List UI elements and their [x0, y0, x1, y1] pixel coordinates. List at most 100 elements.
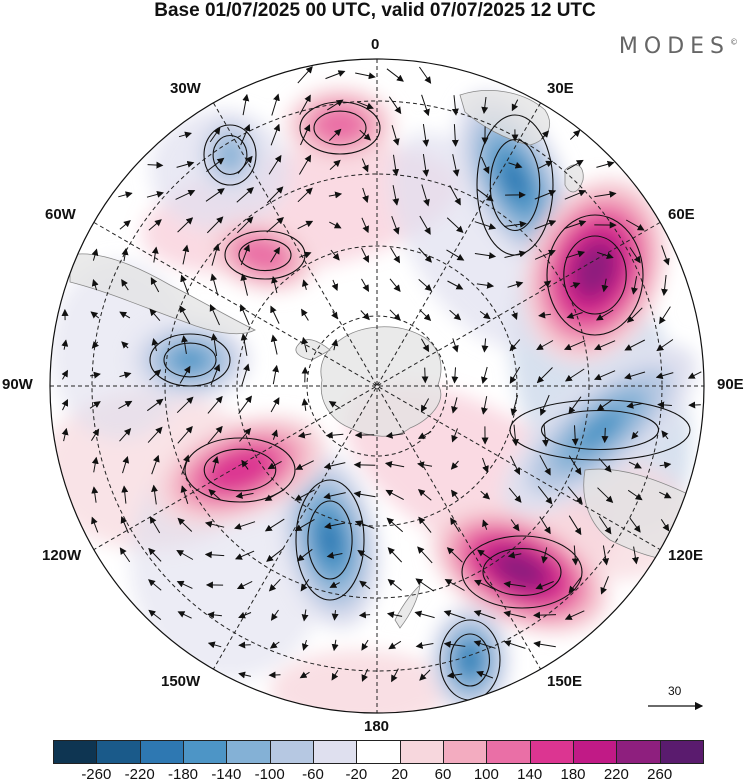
wind-arrow: [443, 640, 466, 648]
wind-arrow: [207, 395, 223, 414]
streamline: [299, 101, 381, 155]
lon-label-120w: 120W: [42, 547, 82, 564]
wind-arrow: [331, 639, 339, 652]
wind-arrow: [596, 160, 615, 168]
wind-arrow: [176, 396, 194, 414]
wind-arrow: [447, 280, 464, 290]
map-title: Base 01/07/2025 00 UTC, valid 07/07/2025…: [154, 0, 596, 21]
wind-arrow: [533, 640, 556, 648]
wind-arrow: [451, 397, 458, 414]
wind-arrow: [61, 427, 69, 442]
wind-arrow: [422, 154, 430, 177]
wind-arrow: [385, 431, 404, 439]
map-border: [49, 58, 705, 714]
wind-arrow: [386, 68, 404, 82]
wind-arrow: [392, 185, 400, 206]
wind-arrow: [151, 338, 159, 352]
streamline: [313, 110, 367, 146]
wind-arrow: [181, 454, 190, 475]
wind-arrow: [510, 394, 519, 416]
wind-arrow: [268, 578, 281, 592]
wind-arrow: [481, 366, 488, 384]
wind-arrow: [451, 95, 459, 116]
streamline: [563, 235, 627, 315]
wind-arrow: [570, 282, 581, 289]
wind-arrow: [422, 124, 430, 147]
wind-arrow: [61, 369, 68, 380]
wind-arrow: [240, 244, 250, 266]
wind-arrow: [624, 371, 646, 380]
wind-arrow: [418, 247, 432, 263]
wind-arrow: [328, 400, 341, 409]
wind-arrow: [417, 489, 432, 501]
anomaly-south-atlantic-west: [326, 115, 354, 135]
wind-arrow: [331, 338, 339, 351]
streamline: [482, 548, 562, 596]
wind-arrow: [418, 66, 432, 84]
wind-arrow: [629, 247, 641, 264]
wind-arrow: [444, 578, 465, 591]
lon-label-90e: 90E: [717, 376, 744, 393]
wind-arrow: [294, 489, 315, 501]
wind-arrow: [631, 431, 639, 440]
streamline: [449, 633, 491, 687]
wind-arrow: [355, 72, 376, 80]
wind-arrow: [301, 639, 309, 651]
wind-arrow: [481, 396, 488, 415]
wind-arrow: [601, 278, 609, 293]
wind-arrow: [421, 367, 429, 384]
wind-arrow: [541, 424, 549, 447]
wind-arrow: [415, 641, 434, 649]
wind-arrow: [90, 371, 101, 379]
wind-arrow: [566, 312, 583, 319]
streamline: [295, 479, 365, 601]
wind-arrow: [446, 547, 463, 563]
wind-arrow: [539, 516, 551, 535]
wind-arrow: [119, 547, 131, 563]
wind-arrow: [476, 188, 494, 202]
wind-arrow: [507, 551, 522, 559]
colorbar-segment: [573, 740, 618, 764]
colorbar-tick-label: 260: [647, 766, 673, 783]
wind-arrow: [452, 154, 460, 177]
wind-arrow: [270, 305, 280, 324]
wind-arrow: [121, 247, 129, 262]
wind-arrow: [325, 70, 346, 80]
wind-arrow: [451, 367, 459, 384]
wind-arrow: [236, 580, 253, 590]
wind-arrow: [241, 363, 250, 386]
wind-arrow: [565, 250, 586, 259]
colorbar-segment: [139, 740, 184, 764]
wind-arrow: [534, 219, 557, 230]
wind-arrow: [627, 489, 643, 501]
wind-arrow: [182, 244, 190, 265]
wind-arrow: [541, 547, 549, 564]
lon-label-180: 180: [364, 718, 390, 735]
wind-arrow: [480, 490, 491, 500]
colorbar-tick-label: -180: [167, 766, 199, 783]
wind-arrow: [386, 517, 404, 533]
wind-arrow: [564, 610, 585, 620]
wind-arrow: [419, 309, 432, 322]
wind-arrow: [121, 279, 129, 291]
wind-arrow: [326, 551, 343, 559]
wind-arrow: [451, 428, 458, 443]
wind-arrow: [331, 279, 339, 292]
wind-arrow: [146, 191, 164, 198]
wind-arrow: [386, 611, 403, 619]
wind-arrow: [473, 579, 496, 590]
lon-label-30w: 30W: [170, 80, 201, 97]
wind-arrow: [151, 484, 158, 505]
wind-arrow: [91, 456, 99, 473]
wind-arrow: [300, 579, 310, 592]
wind-arrow: [61, 339, 69, 350]
wind-arrow: [324, 522, 346, 530]
wind-arrow: [181, 335, 188, 354]
wind-arrow: [596, 399, 613, 411]
wind-arrow: [331, 669, 339, 681]
wind-arrow: [511, 99, 519, 112]
colorbar-segment: [529, 740, 574, 764]
streamline: [212, 134, 248, 176]
wind-arrow: [417, 431, 432, 439]
colorbar-segment: [226, 740, 271, 764]
